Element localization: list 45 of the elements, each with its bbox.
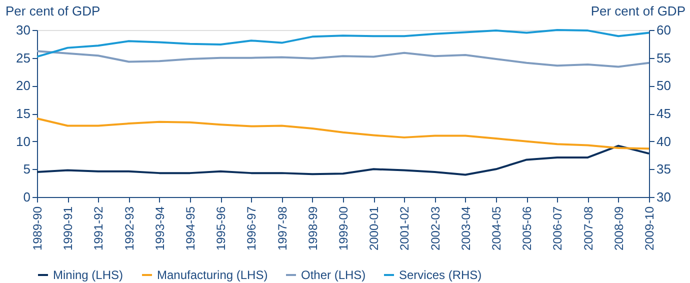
line-series: [36, 50, 650, 68]
x-tick-label: 2003-04: [458, 206, 473, 251]
x-tick-label: 2008-09: [612, 206, 626, 251]
y-tick-label: 15: [16, 106, 30, 121]
y-tick-label: 10: [16, 134, 30, 149]
x-tick-label: 1991-92: [92, 206, 106, 251]
y-tick-label: 20: [16, 78, 30, 94]
x-tick-label: 1993-94: [152, 206, 167, 251]
x-tick-label: 1990-91: [61, 206, 76, 251]
x-tick-label: 2004-05: [490, 206, 504, 251]
legend-label: Mining (LHS): [53, 268, 124, 282]
y2-tick-label: 30: [656, 190, 671, 204]
line-series: [36, 29, 650, 58]
y2-axis-title: Per cent of GDP: [590, 4, 686, 18]
y-tick-label: 30: [16, 22, 30, 38]
x-tick-label: 2009-10: [642, 206, 656, 251]
y2-tick-label: 35: [656, 162, 671, 177]
legend-label: Other (LHS): [301, 268, 366, 282]
x-tick-label: 2005-06: [520, 206, 534, 251]
x-tick-label: 1997-98: [275, 206, 290, 251]
x-tick-label: 1994-95: [184, 206, 198, 251]
y-axis-title: Per cent of GDP: [6, 4, 100, 18]
line-series: [36, 144, 650, 176]
y2-tick-label: 45: [656, 106, 671, 121]
y2-tick-label: 55: [656, 50, 671, 66]
x-tick-label: 2007-08: [581, 206, 596, 251]
line-series: [36, 118, 650, 150]
y-tick-label: 5: [23, 162, 30, 177]
y-tick-label: 0: [23, 190, 30, 204]
y2-tick-label: 40: [656, 134, 671, 149]
legend-label: Manufacturing (LHS): [157, 268, 268, 282]
y-tick-label: 25: [16, 50, 30, 66]
x-tick-label: 1992-93: [122, 206, 136, 251]
y2-tick-label: 50: [656, 78, 671, 94]
x-tick-label: 1998-99: [306, 206, 320, 251]
x-tick-label: 2000-01: [367, 206, 382, 251]
x-tick-label: 1995-96: [214, 206, 228, 251]
x-tick-label: 2002-03: [428, 206, 442, 251]
x-tick-label: 2001-02: [398, 206, 412, 251]
x-tick-label: 1996-97: [244, 206, 259, 251]
x-tick-label: 1999-00: [336, 206, 350, 251]
x-tick-label: 2006-07: [550, 206, 565, 251]
y2-tick-label: 60: [656, 22, 671, 38]
legend-label: Services (RHS): [399, 268, 482, 282]
x-tick-label: 1989-90: [30, 206, 44, 251]
